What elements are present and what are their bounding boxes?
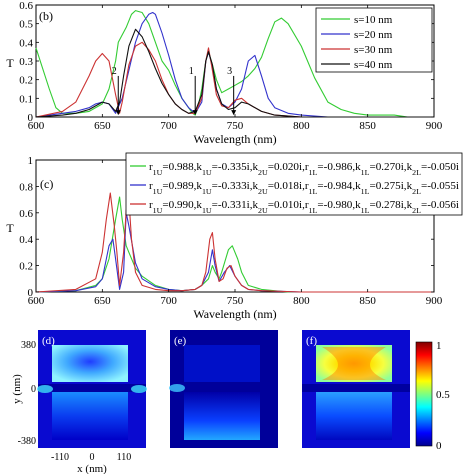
legend-entry-label: s=30 nm xyxy=(354,44,393,56)
x-tick-label: 600 xyxy=(28,295,45,307)
y-tick-labels-b: 0 0.1 0.2 0.3 0.4 0.5 0.6 xyxy=(19,0,434,124)
y-tick-label: 0.2 xyxy=(19,75,33,87)
legend-c: r1U=0.988,k 1U=-0.335i,k 2U=0.020i,r 1L=-0.… xyxy=(125,152,463,216)
y-tick-label: 0 xyxy=(28,112,34,124)
heatmap-d-gap xyxy=(38,384,146,392)
series-group-c xyxy=(35,192,434,293)
colorbar-tick-1: 1 xyxy=(436,340,442,352)
panel-label-d: (d) xyxy=(42,335,55,347)
x-tick-label: 700 xyxy=(160,120,177,132)
heatmap-d-hotspot-right xyxy=(131,385,147,393)
y-tick-label: 0.1 xyxy=(19,93,33,105)
y-tick-label: 0.8 xyxy=(19,181,33,193)
series-line-1 xyxy=(35,10,434,118)
legend-entry-label: r1U=0.989,k 1U=-0.333i,k 2U=0.018i,r 1L=-0.… xyxy=(149,181,459,196)
x-tick-label: 850 xyxy=(359,295,376,307)
annotation-arrow-head xyxy=(231,110,237,116)
x-tick-label: 800 xyxy=(293,295,310,307)
series-line-4 xyxy=(35,28,434,118)
legend-entry-label: s=20 nm xyxy=(354,29,393,41)
heatmap-f-gap xyxy=(302,384,410,392)
y-tick-label: 0.6 xyxy=(19,0,33,12)
annotation-label: 2 xyxy=(112,66,117,77)
panel-label-b: (b) xyxy=(39,9,53,23)
colorbar: 1 0.5 0 xyxy=(415,340,450,452)
annotation-arrow-head xyxy=(192,110,198,116)
heatmap-e-hotspot xyxy=(169,384,185,392)
y-tick-label: 0.5 xyxy=(19,19,33,31)
legend-entry-label: s=40 nm xyxy=(354,59,393,71)
y-axis-label-c: T xyxy=(6,221,14,235)
y-tick-label: 0.4 xyxy=(19,234,33,246)
y-tick-label: 0.2 xyxy=(19,261,33,273)
heatmap-f-upper-cavity xyxy=(316,345,392,382)
colorbar-tick-0: 0 xyxy=(436,440,442,452)
colorbar-gradient xyxy=(415,341,433,447)
series-line-3 xyxy=(35,192,434,293)
panel-label-c: (c) xyxy=(40,177,53,191)
heatmap-e-upper-cavity xyxy=(184,345,260,382)
y-axis-label-heatmap: y (nm) xyxy=(11,374,23,404)
legend-b: s=10 nm s=20 nm s=30 nm s=40 nm xyxy=(315,7,433,73)
ytick-label-bottom: -380 xyxy=(18,436,36,447)
heatmap-d-lower-cavity xyxy=(52,392,128,440)
xtick-label-mid: 0 xyxy=(90,452,95,463)
heatmap-d-hotspot-left xyxy=(37,385,53,393)
ytick-label-top: 380 xyxy=(21,340,36,351)
heatmap-axes: y (nm) 380 0 -380 -110 0 110 x (nm) xyxy=(11,340,131,474)
x-tick-label: 650 xyxy=(94,120,111,132)
x-tick-label: 800 xyxy=(293,120,310,132)
x-axis-label-heatmap: x (nm) xyxy=(77,463,107,474)
chart-panel-c: 600 650 700 750 800 850 900 0 0.2 0.4 0.6 0.8 1 (c)… xyxy=(6,152,463,321)
xtick-label-right: 110 xyxy=(117,452,132,463)
heatmap-panel-f: (f) xyxy=(302,330,410,448)
series-line-2 xyxy=(35,11,434,118)
x-tick-labels-c: 600 650 700 750 800 850 900 xyxy=(28,160,443,307)
panel-label-e: (e) xyxy=(174,335,187,347)
colorbar-tick-05: 0.5 xyxy=(436,389,450,401)
annotation-arrows-b: 2 1 3 xyxy=(112,66,237,116)
x-tick-label: 650 xyxy=(94,295,111,307)
annotation-label: 3 xyxy=(227,66,232,77)
x-axis-label-c: Wavelength (nm) xyxy=(193,307,276,321)
x-tick-label: 850 xyxy=(359,120,376,132)
y-tick-label: 0.3 xyxy=(19,56,33,68)
xtick-label-left: -110 xyxy=(51,452,69,463)
x-tick-label: 600 xyxy=(28,120,45,132)
y-tick-label: 0.4 xyxy=(19,37,33,49)
x-tick-label: 750 xyxy=(227,295,244,307)
heatmap-f-hot-region xyxy=(322,347,386,380)
x-axis-label-b: Wavelength (nm) xyxy=(193,132,276,146)
y-tick-label: 1 xyxy=(28,155,34,167)
annotation-label: 1 xyxy=(189,66,194,77)
y-tick-label: 0.6 xyxy=(19,208,33,220)
heatmap-e-lower-cavity xyxy=(184,392,260,440)
y-tick-labels-c: 0 0.2 0.4 0.6 0.8 1 xyxy=(19,155,434,299)
x-tick-labels-b: 600 650 700 750 800 850 900 xyxy=(28,5,443,132)
heatmap-d-upper-cavity xyxy=(52,345,128,382)
heatmap-panel-e: (e) xyxy=(169,330,278,448)
heatmap-panel-d: (d) xyxy=(37,330,147,448)
annotation-arrow-head xyxy=(115,110,121,116)
x-tick-label: 700 xyxy=(160,295,177,307)
x-tick-label: 900 xyxy=(426,295,443,307)
legend-entry-label: r1U=0.988,k 1U=-0.335i,k 2U=0.020i,r 1L=-0.… xyxy=(149,162,459,177)
ytick-label-mid: 0 xyxy=(31,384,36,395)
y-axis-label-b: T xyxy=(6,56,14,70)
panel-label-f: (f) xyxy=(306,335,317,347)
series-group-b xyxy=(35,10,434,118)
legend-entry-label: r1U=0.990,k 1U=-0.331i,k 2U=0.010i,r 1L=-0.… xyxy=(149,200,459,215)
x-tick-label: 900 xyxy=(426,120,443,132)
x-tick-label: 750 xyxy=(227,120,244,132)
y-tick-label: 0 xyxy=(28,287,34,299)
legend-entry-label: s=10 nm xyxy=(354,14,393,26)
heatmap-f-lower-cavity xyxy=(316,392,392,440)
